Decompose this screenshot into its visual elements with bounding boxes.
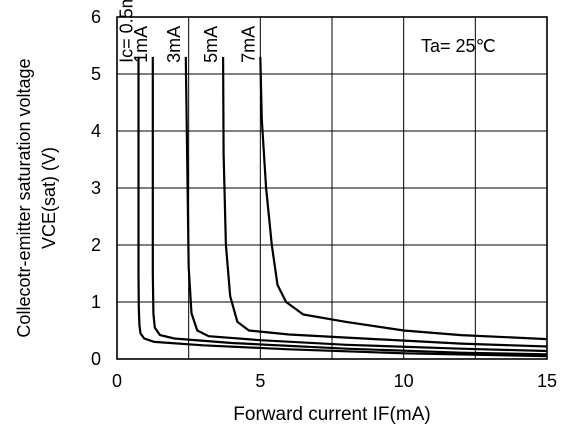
series-label: Ic= 0.5mA bbox=[117, 0, 137, 63]
x-tick-label: 15 bbox=[537, 371, 557, 391]
series-line-2 bbox=[184, 56, 548, 353]
y-tick-label: 6 bbox=[91, 7, 101, 27]
y-tick-label: 2 bbox=[91, 235, 101, 255]
series-curves bbox=[137, 56, 548, 358]
series-line-3 bbox=[222, 56, 548, 348]
series-line-0 bbox=[137, 56, 548, 358]
y-tick-label: 4 bbox=[91, 121, 101, 141]
plot-frame bbox=[116, 16, 548, 360]
y-tick-label: 1 bbox=[91, 292, 101, 312]
y-tick-label: 3 bbox=[91, 178, 101, 198]
grid-lines bbox=[117, 17, 547, 359]
y-tick-label: 0 bbox=[91, 349, 101, 369]
tick-labels: 0 5 10 15 0 1 2 3 4 5 6 bbox=[91, 7, 557, 391]
series-label: 3mA bbox=[164, 26, 184, 63]
temperature-annotation: Ta= 25℃ bbox=[421, 36, 496, 56]
series-label: 5mA bbox=[201, 26, 221, 63]
y-tick-label: 5 bbox=[91, 64, 101, 84]
x-tick-label: 0 bbox=[112, 371, 122, 391]
series-line-4 bbox=[259, 56, 548, 341]
y-axis-label-line1: Collecotr-emitter saturation voltage bbox=[14, 58, 34, 337]
x-axis-label: Forward current IF(mA) bbox=[233, 404, 430, 425]
y-axis-label-line2: VCE(sat) (V) bbox=[39, 147, 59, 249]
series-label: 7mA bbox=[238, 26, 258, 63]
x-tick-label: 5 bbox=[255, 371, 265, 391]
x-tick-label: 10 bbox=[394, 371, 414, 391]
series-label: 1mA bbox=[131, 26, 151, 63]
series-line-1 bbox=[151, 56, 548, 356]
